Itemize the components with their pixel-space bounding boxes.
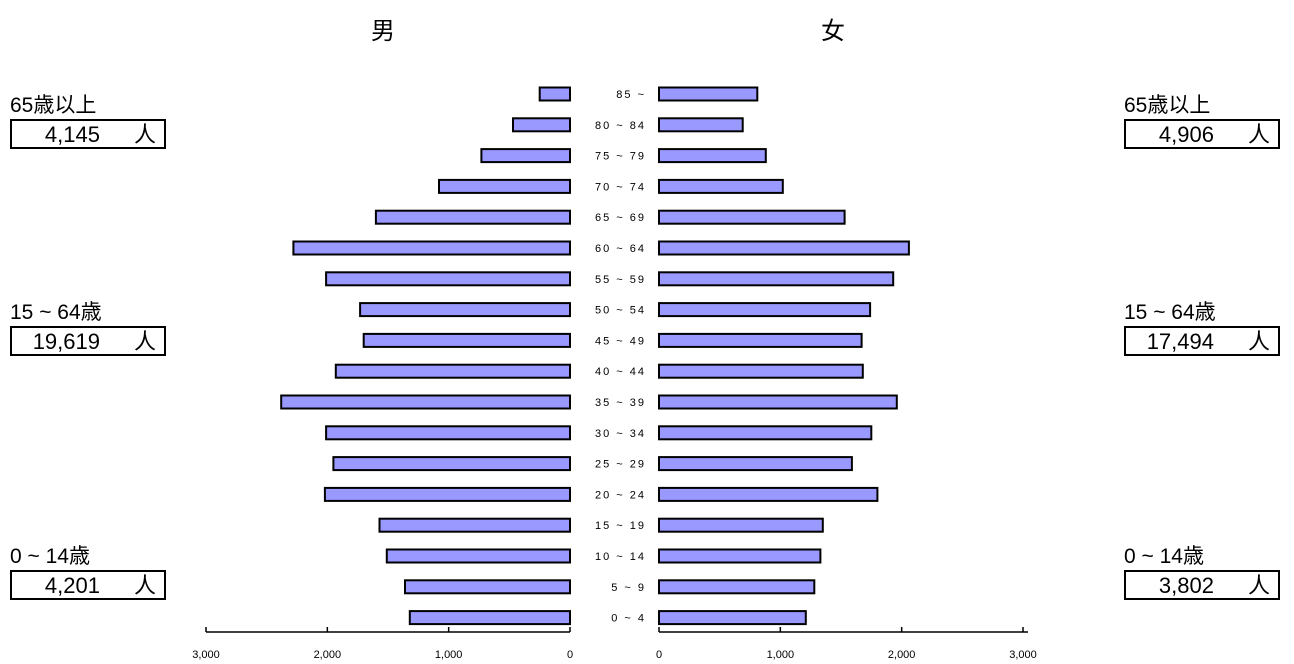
- age-label: 30 ~ 34: [595, 428, 646, 440]
- male-bar: [374, 209, 571, 225]
- male-bar: [385, 548, 571, 564]
- summary-value: 19,619: [32, 328, 100, 354]
- summary-box: 4,906 人: [1124, 119, 1280, 149]
- summary-label: 15 ~ 64歳: [1124, 301, 1216, 324]
- age-label: 25 ~ 29: [595, 459, 646, 471]
- male-summary-0-14: 0 ~ 14歳 4,201 人: [10, 545, 166, 600]
- male-bar: [438, 178, 571, 194]
- female-bar: [658, 363, 864, 379]
- age-label: 50 ~ 54: [595, 305, 646, 317]
- female-bar: [658, 332, 863, 348]
- summary-value: 4,201: [44, 572, 100, 598]
- axes: 3,000 0 2,000 1,000 1,000 2,000 0 3,000: [192, 627, 1037, 661]
- male-bar: [362, 332, 572, 348]
- female-bar: [658, 271, 895, 287]
- summary-value: 4,145: [44, 121, 100, 147]
- summary-unit: 人: [1247, 328, 1270, 354]
- age-labels: 85 ~ 80 ~ 84 75 ~ 79 70 ~ 74 65 ~ 69 60 ~ 64 5…: [595, 89, 646, 625]
- male-bar: [538, 86, 572, 102]
- female-bar: [658, 548, 822, 564]
- summary-unit: 人: [133, 328, 156, 354]
- female-bar: [658, 425, 873, 441]
- age-label: 45 ~ 49: [595, 335, 646, 347]
- male-bar: [404, 579, 571, 595]
- male-tick-label: 3,000: [192, 649, 220, 661]
- female-bars: [658, 86, 910, 626]
- age-label: 85 ~: [616, 89, 646, 101]
- male-bar: [480, 148, 571, 164]
- age-label: 80 ~ 84: [595, 120, 646, 132]
- summary-unit: 人: [1247, 572, 1270, 598]
- age-label: 75 ~ 79: [595, 151, 646, 163]
- male-bar: [408, 610, 571, 626]
- male-bar: [280, 394, 571, 410]
- male-bar: [359, 302, 571, 318]
- female-bar: [658, 209, 846, 225]
- age-label: 65 ~ 69: [595, 212, 646, 224]
- summary-box: 3,802 人: [1124, 570, 1280, 600]
- male-tick-label: 0: [567, 649, 573, 661]
- age-label: 60 ~ 64: [595, 243, 646, 255]
- summary-unit: 人: [133, 572, 156, 598]
- female-bar: [658, 394, 898, 410]
- female-bar: [658, 517, 824, 533]
- male-bar: [325, 425, 571, 441]
- male-summary-65plus: 65歳以上 4,145 人: [10, 94, 166, 149]
- age-label: 10 ~ 14: [595, 551, 646, 563]
- male-summary-15-64: 15 ~ 64歳 19,619 人: [10, 301, 166, 356]
- summary-box: 19,619 人: [10, 326, 166, 356]
- female-summary-0-14: 0 ~ 14歳 3,802 人: [1124, 545, 1280, 600]
- summary-value: 3,802: [1158, 572, 1214, 598]
- male-bar: [323, 486, 571, 502]
- age-label: 20 ~ 24: [595, 489, 646, 501]
- age-label: 40 ~ 44: [595, 366, 646, 378]
- summary-box: 4,201 人: [10, 570, 166, 600]
- age-label: 15 ~ 19: [595, 520, 646, 532]
- female-bar: [658, 86, 759, 102]
- summary-label: 0 ~ 14歳: [1124, 545, 1204, 568]
- female-header: 女: [821, 17, 845, 45]
- female-summary-15-64: 15 ~ 64歳 17,494 人: [1124, 301, 1280, 356]
- female-tick-label: 3,000: [1009, 649, 1037, 661]
- female-tick-label: 2,000: [888, 649, 916, 661]
- summary-label: 0 ~ 14歳: [10, 545, 90, 568]
- age-label: 70 ~ 74: [595, 181, 646, 193]
- male-tick-label: 1,000: [435, 649, 463, 661]
- summary-box: 4,145 人: [10, 119, 166, 149]
- female-tick-label: 0: [656, 649, 662, 661]
- female-bar: [658, 302, 872, 318]
- male-bar: [325, 271, 571, 287]
- male-bars: [280, 86, 572, 626]
- female-bar: [658, 148, 767, 164]
- summary-value: 17,494: [1146, 328, 1214, 354]
- male-tick-label: 2,000: [314, 649, 342, 661]
- male-bar: [332, 456, 571, 472]
- female-bar: [658, 486, 879, 502]
- female-tick-label: 1,000: [767, 649, 795, 661]
- summary-box: 17,494 人: [1124, 326, 1280, 356]
- female-bar: [658, 117, 744, 133]
- male-header: 男: [371, 17, 395, 45]
- summary-unit: 人: [133, 121, 156, 147]
- male-bar: [378, 517, 571, 533]
- age-label: 55 ~ 59: [595, 274, 646, 286]
- summary-label: 65歳以上: [1124, 94, 1211, 117]
- female-summary-65plus: 65歳以上 4,906 人: [1124, 94, 1280, 149]
- summary-value: 4,906: [1158, 121, 1214, 147]
- summary-label: 65歳以上: [10, 94, 97, 117]
- female-bar: [658, 456, 853, 472]
- age-label: 0 ~ 4: [611, 613, 646, 625]
- female-bar: [658, 579, 816, 595]
- male-bar: [334, 363, 571, 379]
- summary-unit: 人: [1247, 121, 1270, 147]
- female-bar: [658, 240, 910, 256]
- summary-label: 15 ~ 64歳: [10, 301, 102, 324]
- female-bar: [658, 610, 807, 626]
- female-bar: [658, 178, 784, 194]
- male-bar: [292, 240, 571, 256]
- male-bar: [512, 117, 571, 133]
- age-label: 5 ~ 9: [611, 582, 646, 594]
- age-label: 35 ~ 39: [595, 397, 646, 409]
